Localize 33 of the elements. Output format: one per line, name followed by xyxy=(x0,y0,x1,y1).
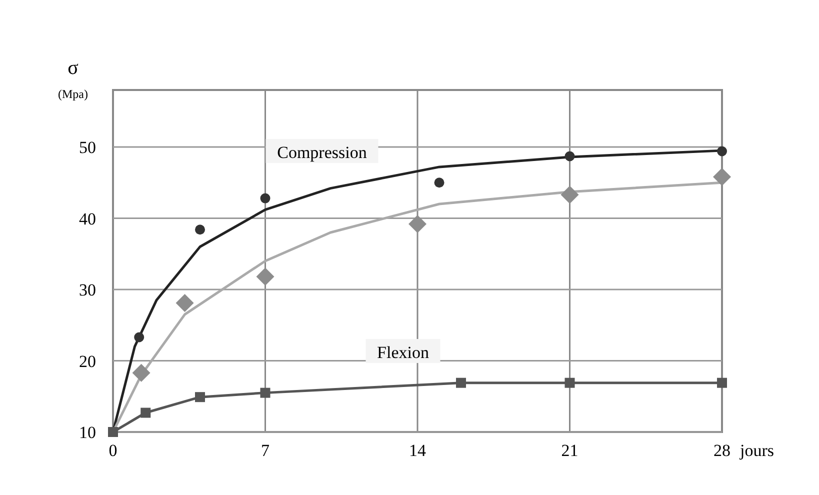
point xyxy=(195,224,205,235)
point xyxy=(560,186,579,204)
point xyxy=(256,268,274,286)
point xyxy=(434,178,444,188)
x-tick-label: 0 xyxy=(108,441,118,460)
y-tick-label: 10 xyxy=(79,423,96,442)
point xyxy=(176,294,194,312)
x-tick-label: 14 xyxy=(409,441,426,460)
point xyxy=(564,151,575,162)
annotation: Compression xyxy=(277,143,368,162)
x-tick-label: 7 xyxy=(261,441,270,460)
point xyxy=(408,214,426,233)
point xyxy=(564,378,575,388)
point xyxy=(134,332,144,342)
y-tick-label: 40 xyxy=(79,209,96,228)
y-tick-label: 30 xyxy=(79,280,96,300)
x-axis-title: jours xyxy=(739,441,774,460)
point xyxy=(260,388,270,398)
point xyxy=(140,408,151,418)
point xyxy=(108,427,118,437)
point xyxy=(132,364,150,382)
y-tick-label: 20 xyxy=(79,352,96,371)
point xyxy=(713,168,731,186)
point xyxy=(456,378,466,388)
y-axis-title: σ (Mpa) xyxy=(58,57,88,101)
point xyxy=(195,392,205,402)
x-tick-label: 21 xyxy=(561,441,578,460)
point xyxy=(717,146,727,156)
y-tick-label: 50 xyxy=(79,138,96,157)
point xyxy=(717,378,727,388)
point xyxy=(260,193,270,204)
annotation: Flexion xyxy=(377,343,430,362)
x-tick-label: 28 xyxy=(714,441,730,460)
